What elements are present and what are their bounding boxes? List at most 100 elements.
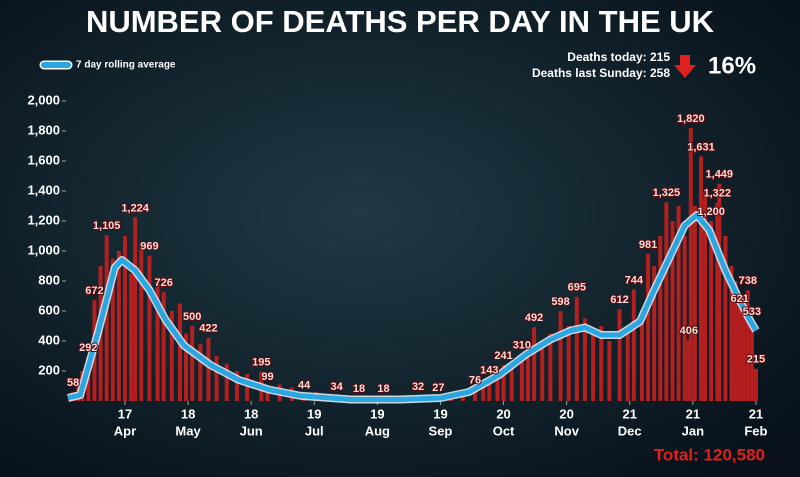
bar <box>582 318 587 401</box>
x-tick-month: Apr <box>114 423 136 438</box>
bar <box>234 371 239 401</box>
value-label: 1,200 <box>697 206 725 218</box>
bar <box>147 255 152 401</box>
line <box>67 212 759 402</box>
value-label: 18 <box>377 383 389 395</box>
value-label: 1,325 <box>653 187 681 199</box>
bar <box>509 363 514 401</box>
value-label: 500 <box>183 311 201 323</box>
bar <box>133 217 138 401</box>
y-tick-label: 1,000 <box>27 242 60 257</box>
bar <box>723 236 728 401</box>
x-tick-month: Nov <box>554 423 579 438</box>
x-tick-month: Dec <box>618 423 642 438</box>
x-tick-month: Sep <box>429 423 453 438</box>
value-label: 492 <box>525 312 543 324</box>
bar <box>599 326 604 401</box>
bar <box>670 221 675 401</box>
bar <box>741 296 746 401</box>
bar <box>177 303 182 401</box>
value-label: 32 <box>412 381 424 393</box>
x-tick-month: Jan <box>682 423 704 438</box>
value-label: 1,631 <box>687 141 715 153</box>
y-tick-label: 800 <box>38 272 60 287</box>
bar <box>737 307 742 401</box>
value-label: 143 <box>480 364 498 376</box>
value-label: 18 <box>353 383 365 395</box>
bar <box>198 344 203 401</box>
value-label: 310 <box>513 339 531 351</box>
value-label: 1,224 <box>121 202 149 214</box>
y-tick-label: 1,200 <box>27 212 60 227</box>
bar <box>566 326 571 401</box>
value-label: 672 <box>85 285 103 297</box>
value-label: 58 <box>67 377 79 389</box>
value-label: 598 <box>551 296 569 308</box>
value-label: 27 <box>432 382 444 394</box>
bar <box>224 363 229 401</box>
value-label: 981 <box>639 239 657 251</box>
bar <box>753 368 758 401</box>
bar <box>729 266 734 401</box>
bar <box>607 341 612 401</box>
bar <box>591 333 596 401</box>
value-label: 195 <box>252 357 270 369</box>
value-label: 1,322 <box>703 188 731 200</box>
bar <box>104 235 109 401</box>
value-label: 44 <box>298 379 311 391</box>
change-percent: 16% <box>708 52 756 79</box>
y-tick-label: 2,000 <box>27 92 60 107</box>
x-tick-month: Jul <box>305 423 324 438</box>
bar <box>487 379 492 401</box>
bar <box>688 128 693 401</box>
value-label: 292 <box>79 342 97 354</box>
x-tick-label: 18 <box>181 406 195 421</box>
bar <box>214 356 219 401</box>
bar <box>703 191 708 401</box>
bar <box>715 202 720 401</box>
x-tick-month: May <box>175 423 201 438</box>
stat-today: Deaths today: 215 <box>567 50 670 64</box>
bar <box>646 253 651 401</box>
bar <box>139 243 144 401</box>
bar <box>548 333 553 401</box>
value-label: 215 <box>747 354 765 366</box>
value-label: 726 <box>154 277 172 289</box>
bar <box>473 389 478 401</box>
value-label: 34 <box>331 381 344 393</box>
bar <box>733 281 738 401</box>
x-tick-label: 19 <box>307 406 321 421</box>
bar <box>519 354 524 401</box>
x-tick-label: 19 <box>433 406 447 421</box>
x-tick-label: 19 <box>370 406 384 421</box>
x-tick-label: 18 <box>244 406 258 421</box>
y-tick-label: 400 <box>38 332 60 347</box>
x-tick-label: 20 <box>496 406 510 421</box>
y-tick-label: 200 <box>38 362 60 377</box>
value-label: 422 <box>199 323 217 335</box>
value-label: 406 <box>680 325 698 337</box>
value-label: 612 <box>610 294 628 306</box>
value-label: 1,820 <box>677 113 705 125</box>
value-label: 621 <box>730 293 748 305</box>
y-tick-label: 1,800 <box>27 122 60 137</box>
down-arrow <box>674 55 696 78</box>
bar <box>129 273 134 401</box>
x-tick-month: Jun <box>240 423 263 438</box>
bar <box>265 386 270 401</box>
bar <box>495 374 500 401</box>
bar <box>617 309 622 401</box>
value-label: 76 <box>469 375 481 387</box>
value-label: 695 <box>568 282 586 294</box>
value-label: 738 <box>739 275 757 287</box>
bar <box>574 296 579 401</box>
bar <box>558 311 563 401</box>
x-tick-month: Feb <box>744 423 767 438</box>
total: Total: 120,580 <box>654 445 765 464</box>
bar <box>664 202 669 401</box>
bar <box>709 221 714 401</box>
bar <box>749 321 754 401</box>
bar <box>245 374 250 401</box>
bar <box>631 289 636 401</box>
